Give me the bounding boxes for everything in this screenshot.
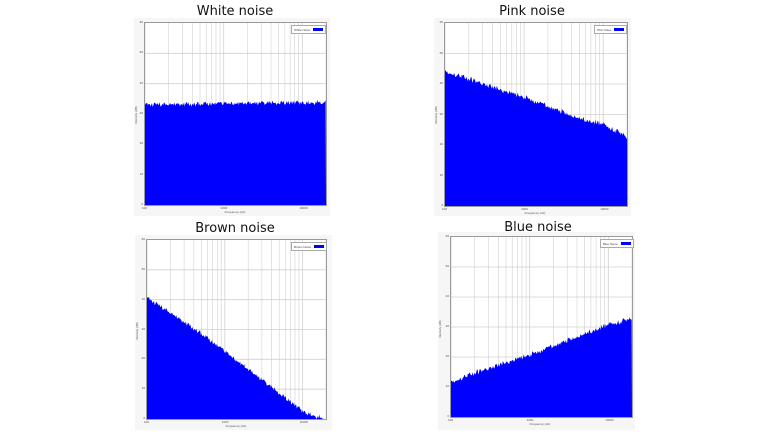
plot-svg [445,23,627,206]
y-tick-label: 60 [141,237,145,241]
y-tick-label: 50 [139,50,143,55]
y-tick-label: 40 [439,81,443,85]
y-tick-label: 20 [439,142,443,146]
x-tick-label: 10000 [605,418,614,422]
chart-title: White noise [196,4,274,19]
legend-label: Pink Noise [597,27,612,32]
y-tick-label: 50 [439,50,443,55]
legend-label: Blue Noise [603,241,618,246]
chart-title: Pink noise [499,4,565,19]
x-tick-label: 10000 [600,207,609,211]
x-tick-label: 100 [144,420,150,424]
x-axis-label: Frequency (Hz) [225,424,247,428]
legend-swatch [314,245,325,248]
x-axis-label: Frequency (Hz) [224,210,246,214]
y-axis-label: Intensity (dB) [134,106,138,124]
x-axis-label: Frequency (Hz) [524,211,546,215]
x-axis-label: Frequency (Hz) [529,422,551,426]
y-tick-label: 10 [139,171,143,176]
plot-area [146,239,327,420]
y-tick-label: 10 [439,172,443,177]
y-tick-label: 10 [141,386,145,391]
y-tick-label: 20 [139,141,143,146]
x-tick-label: 1000 [221,420,229,424]
y-tick-label: 30 [141,326,145,331]
y-tick-label: 30 [139,111,143,115]
y-tick-label: 60 [439,20,443,24]
y-tick-label: 50 [141,266,145,271]
x-tick-label: 1000 [521,207,528,211]
y-tick-label: 30 [439,111,443,116]
y-tick-label: 40 [445,294,449,298]
chart-legend: Blue Noise [600,239,634,248]
legend-label: White Noise [294,27,311,32]
y-axis-label: Intensity (dB) [438,320,442,338]
y-tick-label: 50 [445,264,449,268]
y-tick-label: 60 [445,234,449,238]
y-tick-label: 0 [141,202,143,206]
y-tick-label: 40 [141,296,145,301]
y-tick-label: 20 [141,356,145,361]
y-tick-label: 0 [143,416,145,420]
y-tick-label: 10 [445,384,449,388]
x-tick-label: 1000 [220,206,228,210]
y-tick-label: 40 [139,80,143,85]
x-tick-label: 100 [442,207,448,211]
y-axis-label: Intensity (dB) [135,322,139,340]
y-tick-label: 30 [445,324,449,328]
chart-legend: White Noise [291,25,327,34]
plot-svg [145,23,326,205]
y-tick-label: 0 [441,203,443,207]
x-tick-label: 10000 [299,206,308,210]
legend-swatch [313,28,324,31]
plot-area [144,22,327,206]
legend-swatch [620,242,631,245]
chart-title: Blue noise [504,220,572,235]
plot-area [450,236,633,418]
legend-swatch [614,28,625,31]
chart-legend: Pink Noise [594,25,628,34]
y-tick-label: 0 [447,414,449,418]
x-tick-label: 100 [448,418,454,422]
y-tick-label: 60 [139,20,143,24]
chart-legend: Brown Noise [291,242,328,251]
x-tick-label: 100 [142,206,148,210]
legend-label: Brown Noise [294,244,312,249]
plot-svg [451,237,632,417]
plot-area [444,22,628,207]
x-tick-label: 1000 [526,418,534,422]
chart-title: Brown noise [195,221,275,236]
plot-svg [147,240,326,419]
y-tick-label: 20 [445,354,449,358]
x-tick-label: 10000 [299,420,308,424]
